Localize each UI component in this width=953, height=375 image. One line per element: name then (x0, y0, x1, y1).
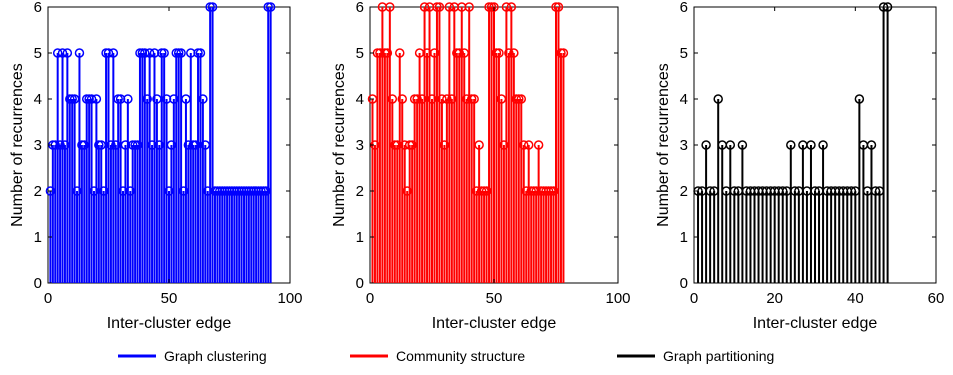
stem-marker (806, 140, 816, 150)
y-tick-label: 3 (680, 137, 688, 154)
stem-marker (469, 94, 479, 104)
stem-marker (176, 48, 186, 58)
stem-marker (108, 48, 119, 58)
stem-marker (198, 94, 208, 104)
x-tick-label: 0 (690, 290, 698, 307)
stem-marker (91, 94, 102, 104)
stem-marker (397, 94, 407, 104)
stem-marker (142, 94, 152, 104)
y-tick-label: 0 (34, 275, 42, 292)
stem-marker (866, 140, 877, 150)
y-tick-label: 3 (356, 137, 364, 154)
stem-marker (195, 48, 206, 58)
stem-marker (701, 140, 711, 150)
x-tick-label: 100 (605, 290, 630, 307)
stem-marker (494, 48, 504, 58)
y-tick-label: 2 (680, 183, 688, 200)
stem-marker (713, 94, 723, 104)
y-tick-label: 2 (356, 183, 364, 200)
stem-marker (159, 48, 169, 58)
x-tick-label: 20 (766, 290, 783, 307)
y-tick-label: 6 (34, 0, 42, 16)
y-tick-label: 3 (34, 137, 42, 154)
y-tick-label: 6 (356, 0, 364, 16)
stem-marker (509, 48, 519, 58)
stem-marker (725, 140, 736, 150)
stem-marker (558, 48, 569, 58)
y-tick-label: 1 (680, 229, 688, 246)
stem-marker (123, 94, 133, 104)
y-tick-label: 1 (356, 229, 364, 246)
y-axis-label: Number of recurrences (331, 63, 348, 227)
legend-item: Graph clustering (118, 348, 267, 364)
stem-marker (553, 2, 564, 12)
stem-marker (882, 2, 893, 12)
stem-marker (854, 94, 865, 104)
stem-marker (74, 48, 85, 58)
x-tick-label: 50 (161, 290, 178, 307)
stem-marker (523, 140, 534, 150)
y-tick-label: 1 (34, 229, 42, 246)
stem-marker (207, 2, 218, 12)
legend-item: Graph partitioning (617, 348, 774, 364)
stem-marker (62, 48, 73, 58)
y-tick-label: 4 (356, 91, 364, 108)
legend-label: Graph clustering (164, 348, 267, 364)
y-axis-label: Number of recurrences (9, 63, 26, 227)
x-axis-label: Inter-cluster edge (753, 315, 878, 332)
x-tick-label: 50 (486, 290, 503, 307)
y-tick-label: 5 (356, 45, 364, 62)
legend-item: Community structure (350, 348, 525, 364)
x-tick-label: 100 (277, 290, 302, 307)
stem-marker (382, 48, 393, 58)
y-axis-label: Number of recurrences (655, 63, 672, 227)
legend-label: Graph partitioning (663, 348, 774, 364)
x-tick-label: 0 (44, 290, 52, 307)
x-axis-label: Inter-cluster edge (432, 315, 557, 332)
x-tick-label: 0 (366, 290, 374, 307)
y-tick-label: 0 (680, 275, 688, 292)
stem-marker (385, 2, 395, 12)
stem-marker (387, 94, 398, 104)
chart-panel-2: 0 1 2 3 4 5 6 0 50 100 Inter-cluster edge Number of… (331, 0, 631, 332)
stem-marker (434, 2, 445, 12)
stem-marker (395, 48, 405, 58)
y-tick-label: 2 (34, 183, 42, 200)
stem-marker (265, 2, 276, 12)
stem-marker (474, 140, 484, 150)
x-tick-label: 60 (928, 290, 945, 307)
stem-marker (818, 140, 828, 150)
stem-marker (464, 2, 474, 12)
y-tick-label: 5 (34, 45, 42, 62)
stem-marker (533, 140, 544, 150)
x-axis-label: Inter-cluster edge (107, 315, 232, 332)
legend-label: Community structure (396, 348, 525, 364)
y-tick-label: 4 (34, 91, 42, 108)
y-tick-label: 5 (680, 45, 688, 62)
y-tick-label: 6 (680, 0, 688, 16)
y-tick-label: 0 (356, 275, 364, 292)
stem-marker (786, 140, 796, 150)
x-tick-label: 40 (847, 290, 864, 307)
stem-marker (506, 2, 517, 12)
stem-marker (516, 94, 527, 104)
stem-marker (737, 140, 748, 150)
legend: Graph clustering Community structure Graph… (118, 348, 774, 364)
y-tick-label: 4 (680, 91, 688, 108)
chart-panel-1: 0 1 2 3 4 5 6 0 50 100 Inter-cluster edge Number of… (9, 0, 303, 332)
